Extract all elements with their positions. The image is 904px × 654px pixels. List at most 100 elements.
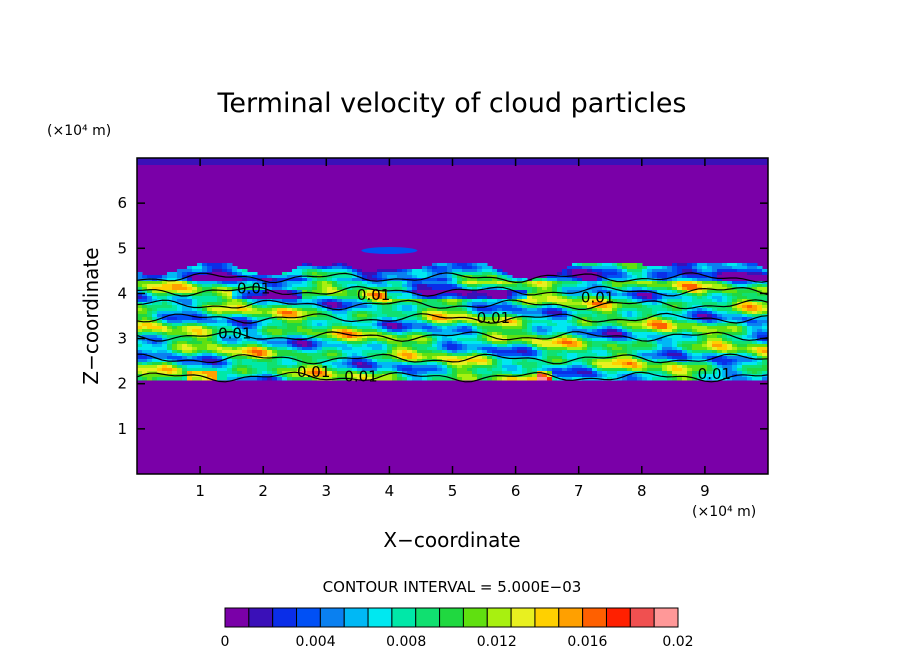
field-cell: [342, 317, 348, 321]
field-cell: [267, 374, 273, 378]
field-cell: [457, 350, 463, 354]
field-cell: [602, 326, 608, 330]
field-cell: [177, 269, 183, 273]
field-cell: [557, 299, 563, 303]
field-cell: [172, 326, 178, 330]
field-cell: [712, 353, 718, 357]
field-cell: [657, 326, 663, 330]
field-cell: [612, 302, 618, 306]
field-cell: [457, 278, 463, 282]
field-cell: [492, 305, 498, 309]
field-cell: [422, 278, 428, 282]
field-cell: [722, 296, 728, 300]
field-cell: [362, 323, 368, 327]
field-cell: [432, 290, 438, 294]
field-cell: [652, 347, 658, 351]
field-cell: [717, 290, 723, 294]
field-cell: [597, 314, 603, 318]
field-cell: [437, 344, 443, 348]
field-cell: [517, 335, 523, 339]
field-cell: [307, 266, 313, 270]
field-cell: [252, 362, 258, 366]
field-cell: [482, 326, 488, 330]
field-cell: [502, 287, 508, 291]
field-cell: [512, 302, 518, 306]
field-cell: [302, 272, 308, 276]
field-cell: [602, 299, 608, 303]
field-cell: [262, 281, 268, 285]
field-cell: [662, 341, 668, 345]
field-cell: [227, 362, 233, 366]
field-cell: [487, 347, 493, 351]
field-cell: [572, 290, 578, 294]
field-cell: [402, 371, 408, 375]
field-cell: [292, 359, 298, 363]
field-cell: [162, 350, 168, 354]
field-cell: [197, 287, 203, 291]
field-cell: [332, 293, 338, 297]
field-cell: [352, 365, 358, 369]
field-cell: [707, 344, 713, 348]
field-cell: [162, 302, 168, 306]
field-cell: [172, 356, 178, 360]
field-cell: [652, 332, 658, 336]
field-cell: [267, 326, 273, 330]
field-cell: [682, 335, 688, 339]
field-cell: [487, 374, 493, 378]
field-cell: [577, 362, 583, 366]
field-cell: [587, 335, 593, 339]
field-cell: [537, 359, 543, 363]
field-cell: [607, 347, 613, 351]
field-cell: [607, 314, 613, 318]
field-cell: [447, 341, 453, 345]
colorbar-swatch: [296, 607, 321, 628]
field-cell: [482, 311, 488, 315]
field-cell: [142, 317, 148, 321]
field-cell: [617, 338, 623, 342]
field-cell: [197, 293, 203, 297]
field-cell: [217, 314, 223, 318]
field-cell: [607, 263, 613, 267]
field-cell: [362, 329, 368, 333]
field-cell: [447, 290, 453, 294]
field-cell: [637, 275, 643, 279]
field-cell: [442, 335, 448, 339]
field-cell: [727, 308, 733, 312]
field-cell: [307, 359, 313, 363]
field-cell: [367, 320, 373, 324]
field-cell: [712, 293, 718, 297]
field-cell: [287, 347, 293, 351]
field-cell: [687, 374, 693, 378]
field-cell: [547, 275, 553, 279]
field-cell: [582, 371, 588, 375]
field-cell: [632, 317, 638, 321]
field-cell: [327, 374, 333, 378]
field-cell: [612, 311, 618, 315]
field-cell: [152, 281, 158, 285]
field-cell: [432, 365, 438, 369]
field-cell: [522, 344, 528, 348]
field-cell: [622, 299, 628, 303]
field-cell: [467, 320, 473, 324]
field-cell: [652, 290, 658, 294]
field-cell: [722, 269, 728, 273]
field-cell: [237, 302, 243, 306]
field-cell: [697, 284, 703, 288]
field-cell: [317, 356, 323, 360]
field-cell: [457, 362, 463, 366]
field-cell: [302, 332, 308, 336]
field-cell: [217, 362, 223, 366]
field-cell: [207, 290, 213, 294]
field-cell: [567, 338, 573, 342]
field-cell: [752, 344, 758, 348]
field-cell: [292, 365, 298, 369]
field-cell: [187, 290, 193, 294]
field-cell: [727, 278, 733, 282]
field-cell: [207, 365, 213, 369]
field-cell: [502, 314, 508, 318]
field-cell: [572, 350, 578, 354]
field-cell: [302, 269, 308, 273]
field-cell: [532, 299, 538, 303]
field-cell: [147, 287, 153, 291]
